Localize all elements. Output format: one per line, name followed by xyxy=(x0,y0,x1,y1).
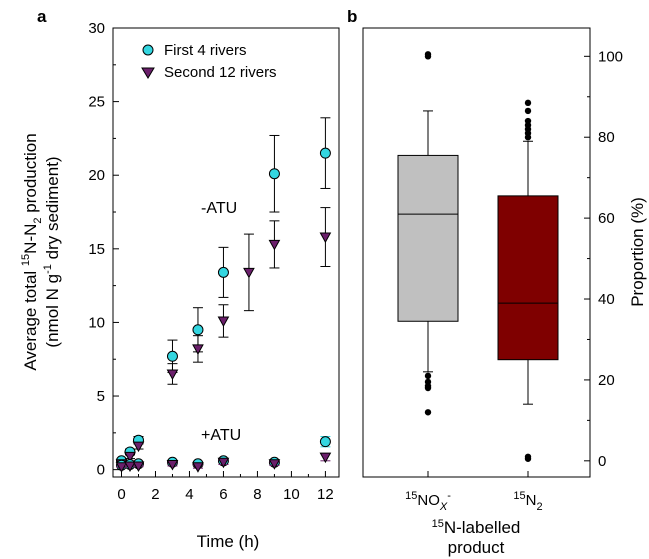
panel-a-y-label-line2: (nmol N g-1 dry sediment) xyxy=(42,156,62,347)
y-tick-label: 15 xyxy=(88,241,105,258)
cat0-sup-post: - xyxy=(447,490,451,502)
cat1-sub: 2 xyxy=(536,501,542,513)
panel-b-x-tick-labels: 15NOX- 15N2 xyxy=(405,490,542,513)
panel-b-x-label-line1: 15N-labelled xyxy=(432,518,521,537)
xb1-sup: 15 xyxy=(432,518,444,530)
ya1-mid: N-N xyxy=(21,224,40,254)
data-point-second xyxy=(132,461,145,472)
legend-second-label: Second 12 rivers xyxy=(164,64,277,81)
panel-a-frame xyxy=(112,27,340,478)
y-tick-label: 10 xyxy=(88,314,105,331)
panel-b-frame xyxy=(362,27,591,478)
panel-a-x-axis: 0 2 4 6 8 10 12 xyxy=(117,471,334,503)
data-point-second xyxy=(132,441,145,453)
cat0-sup: 15 xyxy=(405,490,417,502)
panel-b-x-label-line2: product xyxy=(448,538,505,557)
outlier-point xyxy=(524,134,532,141)
x-tick-label: 12 xyxy=(317,486,334,503)
ya2-pre: (nmol N g xyxy=(43,274,62,348)
y-tick-label: 25 xyxy=(88,94,105,111)
ya1-pre: Average total xyxy=(21,266,40,371)
y-tick-label: 20 xyxy=(598,372,615,389)
panel-a-x-label: Time (h) xyxy=(197,532,260,551)
data-point-first xyxy=(217,266,229,278)
xb1-post: N-labelled xyxy=(444,518,521,537)
data-point-second xyxy=(192,344,204,355)
y-tick-label: 100 xyxy=(598,48,623,65)
ya1-post: production xyxy=(21,133,40,217)
y-tick-label: 30 xyxy=(88,20,105,37)
legend-first-label: First 4 rivers xyxy=(164,42,247,59)
legend-second-marker xyxy=(141,67,155,79)
annotation-minus-atu: -ATU xyxy=(201,200,237,217)
cat1-base: N xyxy=(526,492,537,509)
panel-a-y-label-line1: Average total 15N-N2 production xyxy=(20,133,44,370)
panel-b-data xyxy=(397,51,559,462)
category-label-n2: 15N2 xyxy=(513,490,542,513)
outlier-point xyxy=(524,455,532,462)
outlier-point xyxy=(424,384,432,392)
ya2-sup: -1 xyxy=(42,264,54,274)
data-point-second xyxy=(217,457,230,469)
ya1-sup: 15 xyxy=(20,254,32,266)
outlier-point xyxy=(524,99,532,107)
category-label-nox: 15NOX- xyxy=(405,490,451,513)
panel-a-chart: 0 5 10 15 20 25 30 0 2 4 6 8 10 12 First 4 rivers Se… xyxy=(20,20,340,551)
data-point-second xyxy=(217,316,230,327)
legend: First 4 rivers Second 12 rivers xyxy=(141,42,277,81)
data-point-second xyxy=(268,239,281,251)
data-point-second xyxy=(268,459,281,470)
data-point-second xyxy=(124,451,136,463)
data-point-second xyxy=(166,459,179,471)
y-tick-label: 40 xyxy=(598,291,615,308)
x-tick-label: 2 xyxy=(151,486,159,503)
data-point-second xyxy=(243,267,255,279)
y-tick-label: 0 xyxy=(97,462,105,479)
data-point-first xyxy=(319,147,331,159)
x-tick-label: 10 xyxy=(283,486,300,503)
data-point-first xyxy=(192,324,204,336)
box xyxy=(497,195,559,361)
y-tick-label: 20 xyxy=(88,167,105,184)
data-point-first xyxy=(268,168,280,180)
annotation-plus-atu: +ATU xyxy=(201,427,241,444)
data-point-first xyxy=(166,350,178,362)
y-tick-label: 0 xyxy=(598,453,606,470)
cat0-base: NO xyxy=(417,492,440,509)
data-point-second xyxy=(115,462,128,473)
y-tick-label: 80 xyxy=(598,129,615,146)
x-tick-label: 6 xyxy=(219,486,227,503)
x-tick-label: 0 xyxy=(117,486,125,503)
panel-a-letter: a xyxy=(37,7,47,26)
data-point-second xyxy=(124,461,136,472)
x-tick-label: 8 xyxy=(253,486,261,503)
outlier-point xyxy=(524,107,532,115)
data-point-second xyxy=(319,452,332,464)
panel-b-letter: b xyxy=(347,7,357,26)
ya1-sub: 2 xyxy=(32,217,44,223)
x-tick-label: 4 xyxy=(185,486,193,503)
box xyxy=(397,154,459,322)
cat0-sub: X xyxy=(439,501,448,513)
y-tick-label: 5 xyxy=(97,388,105,405)
outlier-point xyxy=(424,372,432,380)
data-point-second xyxy=(166,369,179,380)
outlier-point xyxy=(424,51,432,58)
ya2-post: dry sediment) xyxy=(43,156,62,264)
data-point-first xyxy=(319,436,331,448)
panel-a-data xyxy=(115,117,332,473)
cat1-sup: 15 xyxy=(513,490,525,502)
data-point-second xyxy=(319,232,332,244)
y-tick-label: 60 xyxy=(598,210,615,227)
panel-b-y-axis: 0 20 40 60 80 100 xyxy=(427,48,623,477)
panel-a-y-axis: 0 5 10 15 20 25 30 xyxy=(88,20,119,479)
legend-first-marker xyxy=(142,44,154,56)
panel-b-y-label: Proportion (%) xyxy=(628,197,647,307)
data-point-second xyxy=(192,462,204,473)
outlier-point xyxy=(424,409,432,416)
